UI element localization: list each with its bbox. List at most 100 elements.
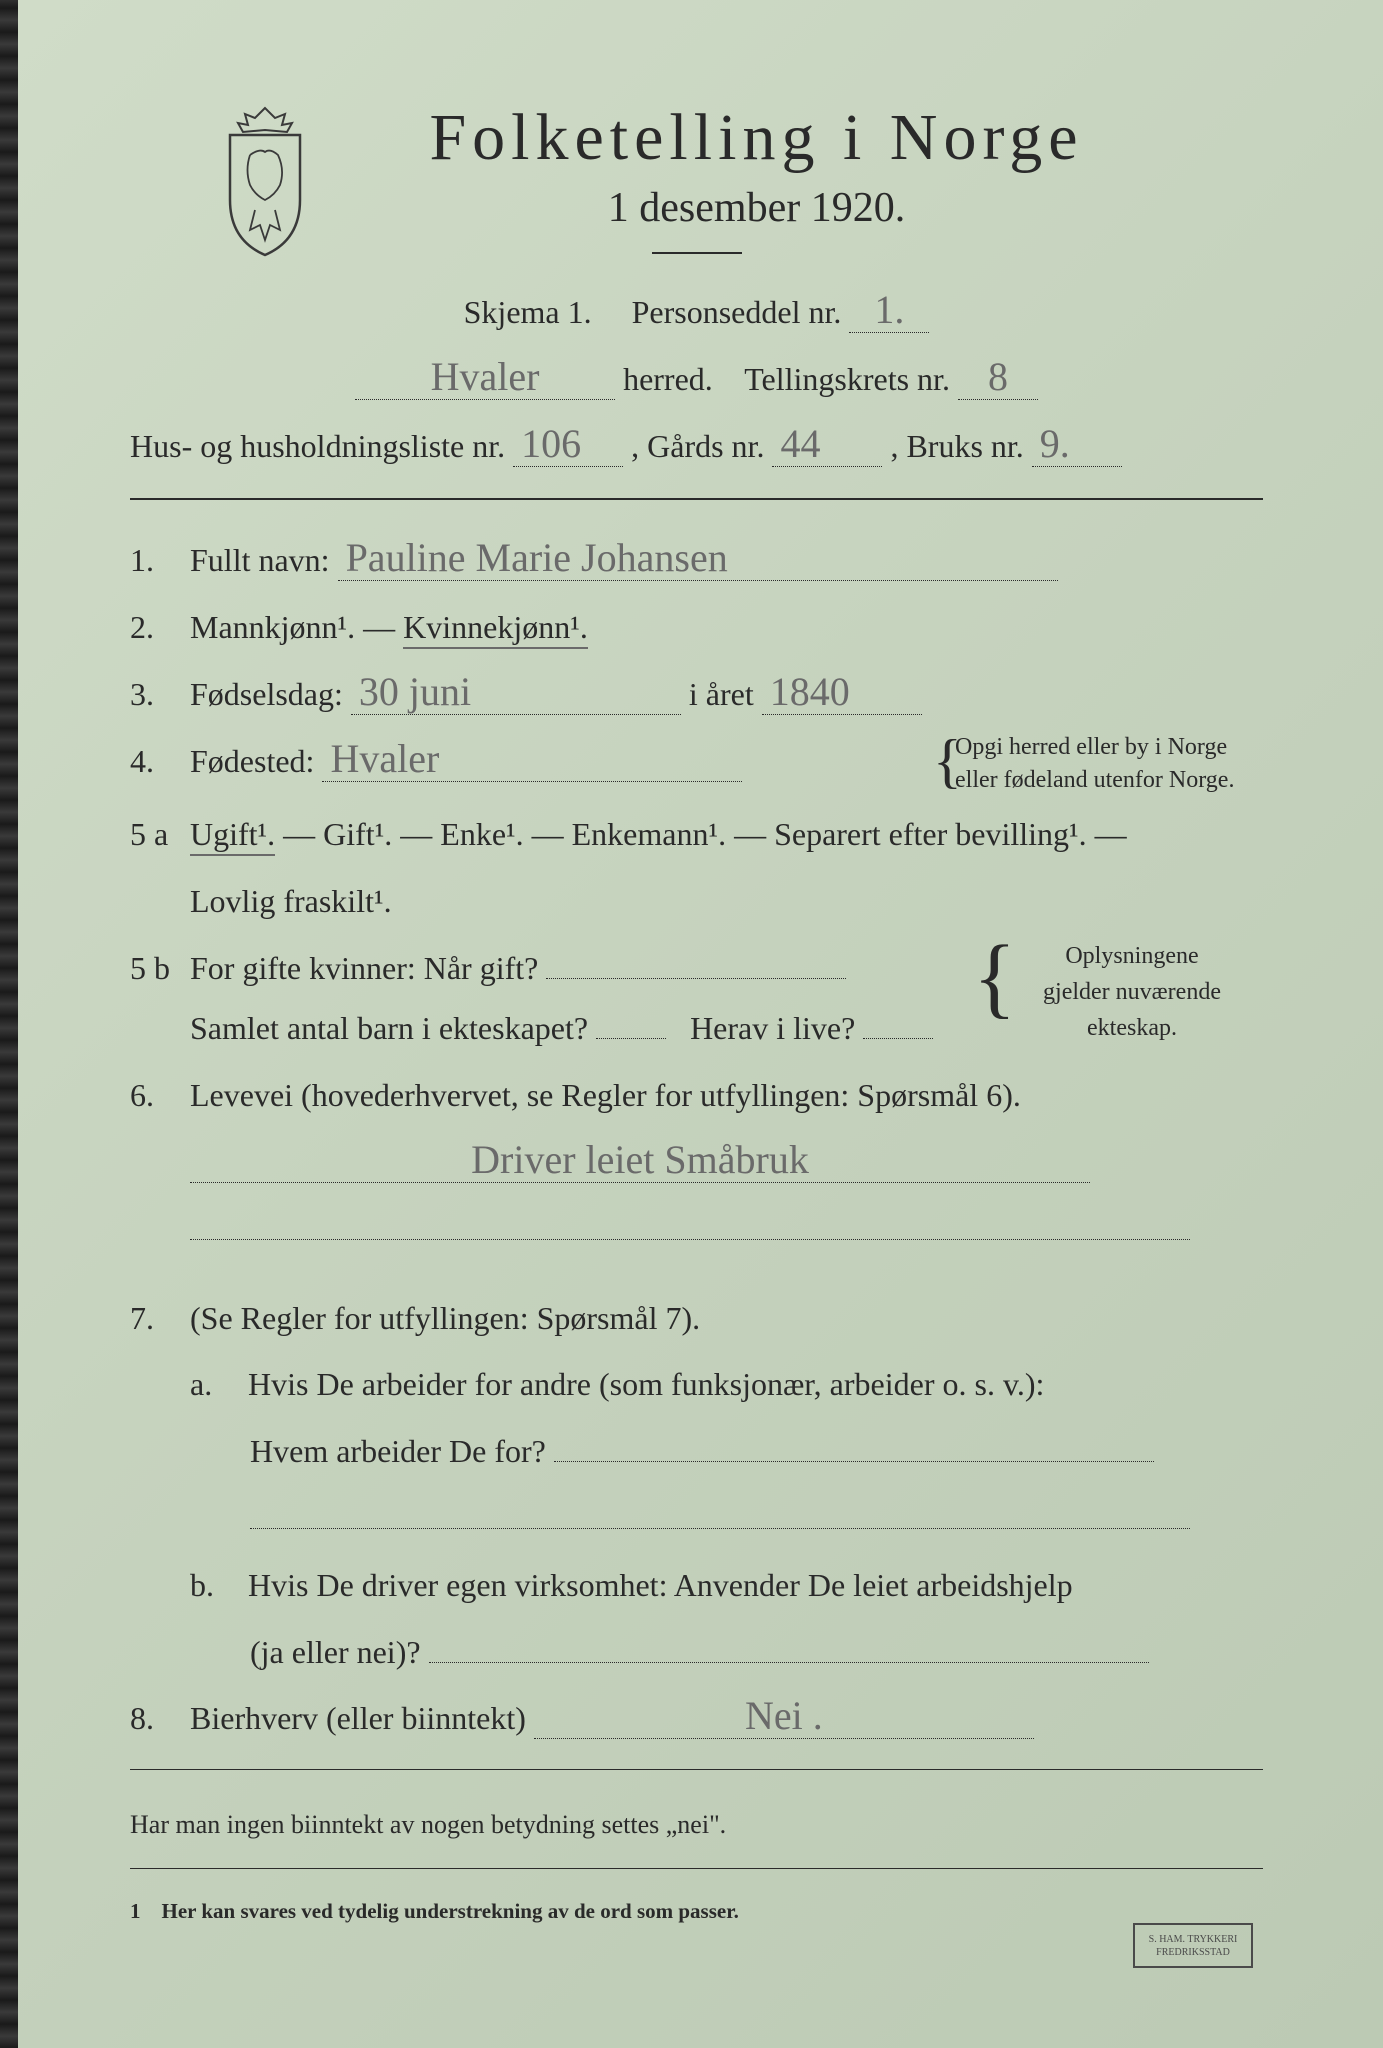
q8-line: 8. Bierhverv (eller biinntekt) Nei . <box>130 1688 1263 1749</box>
q4-line: 4. Fødested: Hvaler { Opgi herred eller … <box>130 731 1263 798</box>
brace-icon: { <box>933 731 962 798</box>
q8-label: Bierhverv (eller biinntekt) <box>190 1700 526 1736</box>
q1-line: 1. Fullt navn: Pauline Marie Johansen <box>130 530 1263 591</box>
q1-content: Fullt navn: Pauline Marie Johansen <box>190 530 1263 591</box>
form-title: Folketelling i Norge <box>250 100 1263 176</box>
q7a-blank2 <box>250 1501 1190 1529</box>
skjema-line: Skjema 1. Personseddel nr. 1. <box>130 282 1263 343</box>
q7a-line2: Hvem arbeider De for? <box>130 1421 1263 1482</box>
q7a-l1: Hvis De arbeider for andre (som funksjon… <box>248 1366 1044 1402</box>
q4-label: Fødested: <box>190 743 314 779</box>
q5a-opt3: Enke¹. <box>440 816 523 852</box>
q7a-l2: Hvem arbeider De for? <box>250 1433 546 1469</box>
q4-note-l2: eller fødeland utenfor Norge. <box>955 767 1234 793</box>
q5b-content: For gifte kvinner: Når gift? Samlet anta… <box>190 938 973 1060</box>
q7-num: 7. <box>130 1288 190 1349</box>
q6-content: Levevei (hovederhvervet, se Regler for u… <box>190 1065 1263 1126</box>
crest-svg <box>200 100 330 260</box>
binding-edge <box>0 0 18 2048</box>
q7b-letter: b. <box>190 1555 240 1616</box>
stamp-l1: S. HAM. TRYKKERI <box>1149 1934 1238 1945</box>
q5a-opt2: Gift¹. <box>323 816 392 852</box>
q7b-line2: (ja eller nei)? <box>130 1622 1263 1683</box>
q8-value: Nei . <box>534 1696 1034 1739</box>
q7a-letter: a. <box>190 1354 240 1415</box>
q3-content: Fødselsdag: 30 juni i året 1840 <box>190 664 1263 725</box>
q5a-opt5: Separert efter bevilling¹. <box>774 816 1087 852</box>
q5a-opt1: Ugift¹. <box>190 816 275 856</box>
printer-stamp: S. HAM. TRYKKERI FREDRIKSSTAD <box>1133 1923 1253 1968</box>
q3-year-label: i året <box>689 676 754 712</box>
q5b-blank3 <box>863 1011 933 1039</box>
brace-icon: { <box>973 933 1016 1023</box>
hushold-value: 106 <box>513 424 623 467</box>
q2-male: Mannkjønn¹. <box>190 609 355 645</box>
q5a-line: 5 a Ugift¹. — Gift¹. — Enke¹. — Enkemann… <box>130 804 1263 865</box>
q7b-line1: b. Hvis De driver egen virksomhet: Anven… <box>130 1555 1263 1616</box>
q2-num: 2. <box>130 597 190 658</box>
q4-content: Fødested: Hvaler <box>190 731 943 792</box>
q5b-note-l3: ekteskap. <box>1087 1015 1177 1041</box>
label-skjema: Skjema 1. <box>464 294 592 330</box>
q5b-note-l1: Oplysningene <box>1065 943 1198 969</box>
label-herred: herred. <box>623 361 713 397</box>
q7-header: (Se Regler for utfyllingen: Spørsmål 7). <box>190 1288 1263 1349</box>
q2-female: Kvinnekjønn¹. <box>403 609 588 649</box>
q5a-opt4: Enkemann¹. <box>572 816 726 852</box>
q1-label: Fullt navn: <box>190 542 330 578</box>
q4-value: Hvaler <box>322 739 742 782</box>
census-form-page: Folketelling i Norge 1 desember 1920. Sk… <box>0 0 1383 2048</box>
q7a-blank <box>554 1434 1154 1462</box>
q1-value: Pauline Marie Johansen <box>338 538 1058 581</box>
personseddel-value: 1. <box>849 290 929 333</box>
footnote-divider <box>130 1868 1263 1869</box>
bottom-divider <box>130 1769 1263 1770</box>
q7a-line1: a. Hvis De arbeider for andre (som funks… <box>130 1354 1263 1415</box>
q6-value: Driver leiet Småbruk <box>190 1140 1090 1183</box>
q2-sep: — <box>363 609 403 645</box>
q5b-label1: For gifte kvinner: Når gift? <box>190 950 538 986</box>
bruks-value: 9. <box>1032 424 1122 467</box>
gards-value: 44 <box>772 424 882 467</box>
q5b-blank1 <box>546 951 846 979</box>
q3-year: 1840 <box>762 672 922 715</box>
q5a-opt6: Lovlig fraskilt¹. <box>190 883 392 919</box>
q4-num: 4. <box>130 731 190 792</box>
q5b-num: 5 b <box>130 938 190 999</box>
q5b-note: { Oplysningene gjelder nuværende ekteska… <box>973 938 1263 1046</box>
q5b-blank2 <box>596 1011 666 1039</box>
q1-num: 1. <box>130 530 190 591</box>
tellingskrets-value: 8 <box>958 357 1038 400</box>
q2-line: 2. Mannkjønn¹. — Kvinnekjønn¹. <box>130 597 1263 658</box>
q5a-num: 5 a <box>130 804 190 865</box>
label-tellingskrets: Tellingskrets nr. <box>744 361 950 397</box>
q6-blank-line <box>130 1199 1263 1260</box>
q6-blank <box>190 1212 1190 1240</box>
stamp-l2: FREDRIKSSTAD <box>1156 1947 1230 1958</box>
q7b-l1: Hvis De driver egen virksomhet: Anvender… <box>248 1567 1073 1603</box>
label-hushold: Hus- og husholdningsliste nr. <box>130 428 505 464</box>
q7a-blank-line <box>130 1488 1263 1549</box>
herred-line: Hvaler herred. Tellingskrets nr. 8 <box>130 349 1263 410</box>
q6-line: 6. Levevei (hovederhvervet, se Regler fo… <box>130 1065 1263 1126</box>
footnote-num: 1 <box>130 1899 141 1923</box>
q5b-label3: Herav i live? <box>690 1010 855 1046</box>
q8-content: Bierhverv (eller biinntekt) Nei . <box>190 1688 1263 1749</box>
q4-note-l1: Opgi herred eller by i Norge <box>955 734 1227 760</box>
q6-num: 6. <box>130 1065 190 1126</box>
form-header: Folketelling i Norge 1 desember 1920. <box>130 100 1263 254</box>
footnote-line: 1 Her kan svares ved tydelig understrekn… <box>130 1899 1263 1924</box>
q5b-note-l2: gjelder nuværende <box>1043 979 1221 1005</box>
q4-note: { Opgi herred eller by i Norge eller fød… <box>943 731 1263 798</box>
label-bruks: , Bruks nr. <box>890 428 1023 464</box>
herred-value: Hvaler <box>355 357 615 400</box>
q3-line: 3. Fødselsdag: 30 juni i året 1840 <box>130 664 1263 725</box>
label-gards: , Gårds nr. <box>631 428 764 464</box>
bottom-note: Har man ingen biinntekt av nogen betydni… <box>130 1810 1263 1840</box>
main-divider <box>130 498 1263 500</box>
q3-day: 30 juni <box>351 672 681 715</box>
label-personseddel: Personseddel nr. <box>632 294 842 330</box>
q7-line: 7. (Se Regler for utfyllingen: Spørsmål … <box>130 1288 1263 1349</box>
q7b-l2: (ja eller nei)? <box>250 1634 421 1670</box>
hushold-line: Hus- og husholdningsliste nr. 106 , Gård… <box>130 416 1263 477</box>
